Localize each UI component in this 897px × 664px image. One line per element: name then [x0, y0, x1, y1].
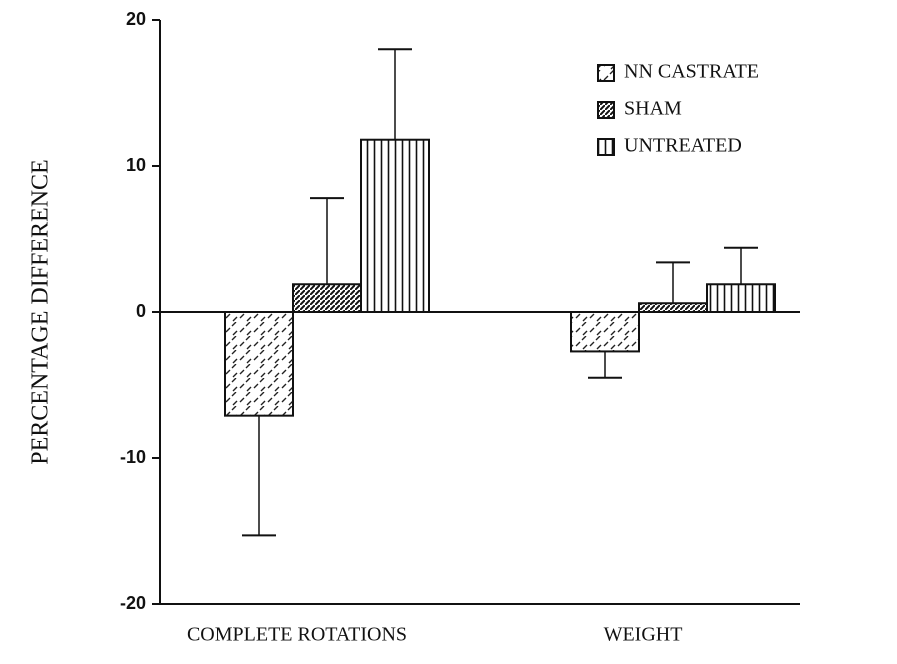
legend-swatch	[597, 101, 615, 119]
legend-label: NN CASTRATE	[624, 61, 759, 83]
bar	[706, 283, 776, 314]
legend-swatch	[597, 64, 615, 82]
bar	[638, 302, 708, 313]
x-tick-label: COMPLETE ROTATIONS	[187, 624, 407, 646]
y-tick-label: 10	[126, 155, 146, 175]
y-tick-label: -10	[120, 447, 146, 467]
bar	[224, 311, 294, 417]
bar	[292, 283, 362, 314]
y-tick-label: 0	[136, 301, 146, 321]
bar	[360, 138, 430, 313]
legend-label: UNTREATED	[624, 135, 742, 157]
legend-swatch	[597, 138, 615, 156]
y-axis-label: PERCENTAGE DIFFERENCE	[28, 159, 54, 464]
x-tick-label: WEIGHT	[604, 624, 683, 646]
legend-label: SHAM	[624, 98, 682, 120]
y-tick-label: -20	[120, 593, 146, 613]
bar	[570, 311, 640, 353]
y-tick-label: 20	[126, 9, 146, 29]
